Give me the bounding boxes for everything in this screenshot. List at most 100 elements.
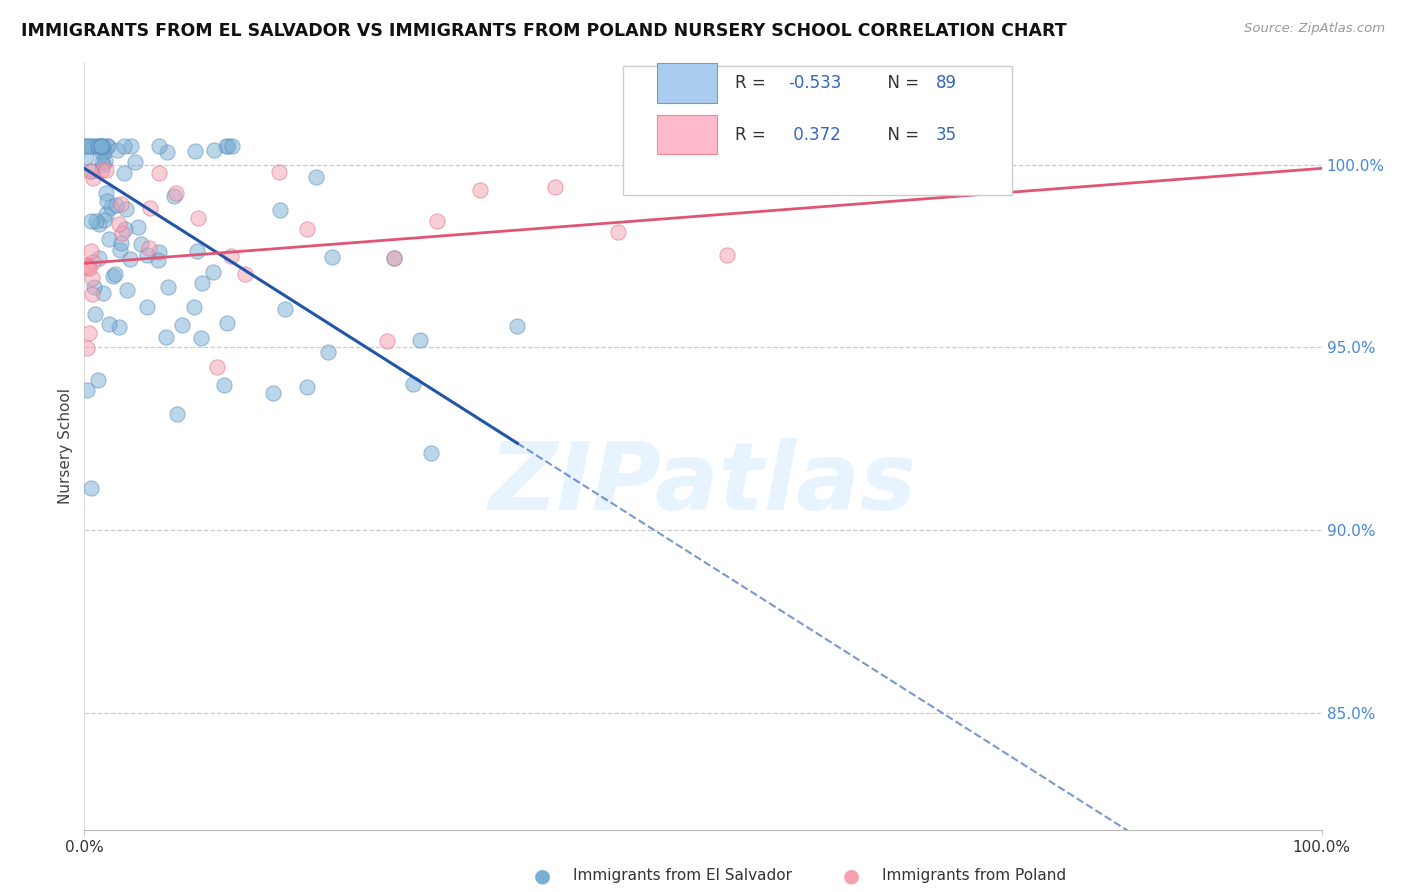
Text: IMMIGRANTS FROM EL SALVADOR VS IMMIGRANTS FROM POLAND NURSERY SCHOOL CORRELATION: IMMIGRANTS FROM EL SALVADOR VS IMMIGRANT…	[21, 22, 1067, 40]
Text: Immigrants from Poland: Immigrants from Poland	[883, 868, 1067, 883]
Point	[110, 235, 132, 250]
Point	[77, 326, 100, 340]
Point	[100, 200, 122, 214]
Point	[419, 446, 441, 460]
Point	[75, 139, 97, 153]
Point	[269, 202, 291, 217]
Point	[321, 250, 343, 264]
Text: 0.372: 0.372	[789, 126, 841, 144]
Text: N =: N =	[877, 74, 925, 92]
Point	[76, 150, 98, 164]
Point	[94, 186, 117, 200]
Point	[104, 267, 127, 281]
Point	[148, 139, 170, 153]
Point	[112, 166, 135, 180]
Point	[187, 211, 209, 226]
Point	[138, 241, 160, 255]
Point	[117, 283, 139, 297]
Point	[93, 157, 115, 171]
Point	[104, 197, 127, 211]
Point	[90, 139, 112, 153]
Point	[235, 267, 257, 281]
Point	[217, 316, 239, 330]
Point	[77, 260, 100, 275]
Point	[165, 186, 187, 200]
FancyBboxPatch shape	[657, 114, 717, 154]
Point	[101, 268, 124, 283]
Point	[82, 255, 104, 269]
Point	[686, 139, 709, 153]
Point	[107, 320, 129, 334]
Point	[90, 154, 112, 169]
Point	[426, 214, 449, 228]
Point	[316, 345, 339, 359]
Point	[97, 232, 120, 246]
Text: R =: R =	[735, 74, 770, 92]
Text: R =: R =	[735, 126, 770, 144]
Point	[93, 145, 115, 160]
Point	[221, 139, 243, 153]
Point	[87, 252, 110, 266]
Text: -0.533: -0.533	[789, 74, 842, 92]
Point	[305, 170, 328, 185]
Text: ●: ●	[844, 866, 860, 885]
Point	[82, 164, 104, 178]
Point	[506, 318, 529, 333]
Point	[90, 139, 112, 153]
Point	[83, 139, 105, 153]
Point	[84, 214, 107, 228]
Point	[83, 307, 105, 321]
Point	[76, 258, 98, 272]
Point	[382, 251, 405, 265]
Point	[107, 144, 129, 158]
Point	[82, 171, 104, 186]
Text: ●: ●	[534, 866, 551, 885]
Point	[91, 146, 114, 161]
Point	[136, 248, 159, 262]
Point	[98, 317, 121, 331]
Point	[409, 333, 432, 347]
Point	[96, 194, 118, 209]
Point	[90, 162, 112, 177]
Point	[115, 202, 138, 216]
Point	[205, 360, 228, 375]
Point	[163, 188, 186, 202]
Point	[79, 214, 101, 228]
Point	[79, 244, 101, 259]
Point	[219, 249, 242, 263]
Point	[108, 243, 131, 257]
Point	[89, 217, 111, 231]
Point	[156, 145, 179, 159]
Point	[118, 252, 141, 266]
Point	[402, 376, 425, 391]
Point	[382, 251, 405, 265]
Point	[172, 318, 194, 332]
Point	[76, 383, 98, 397]
Point	[90, 139, 112, 153]
Point	[543, 180, 565, 194]
Point	[191, 277, 214, 291]
Point	[87, 373, 110, 387]
Point	[114, 222, 136, 236]
Point	[120, 139, 142, 153]
Point	[136, 300, 159, 314]
Point	[716, 248, 738, 262]
Point	[148, 245, 170, 260]
Point	[202, 143, 225, 157]
FancyBboxPatch shape	[657, 63, 717, 103]
Point	[146, 253, 169, 268]
Point	[156, 279, 179, 293]
Point	[274, 302, 297, 317]
Point	[87, 139, 110, 153]
Text: 35: 35	[935, 126, 956, 144]
Point	[76, 341, 98, 355]
Point	[183, 300, 205, 314]
Point	[108, 217, 131, 231]
Point	[184, 144, 207, 158]
Point	[91, 139, 114, 153]
Point	[83, 280, 105, 294]
Point	[218, 139, 240, 153]
Point	[76, 139, 98, 153]
FancyBboxPatch shape	[623, 66, 1012, 195]
Point	[77, 139, 100, 153]
